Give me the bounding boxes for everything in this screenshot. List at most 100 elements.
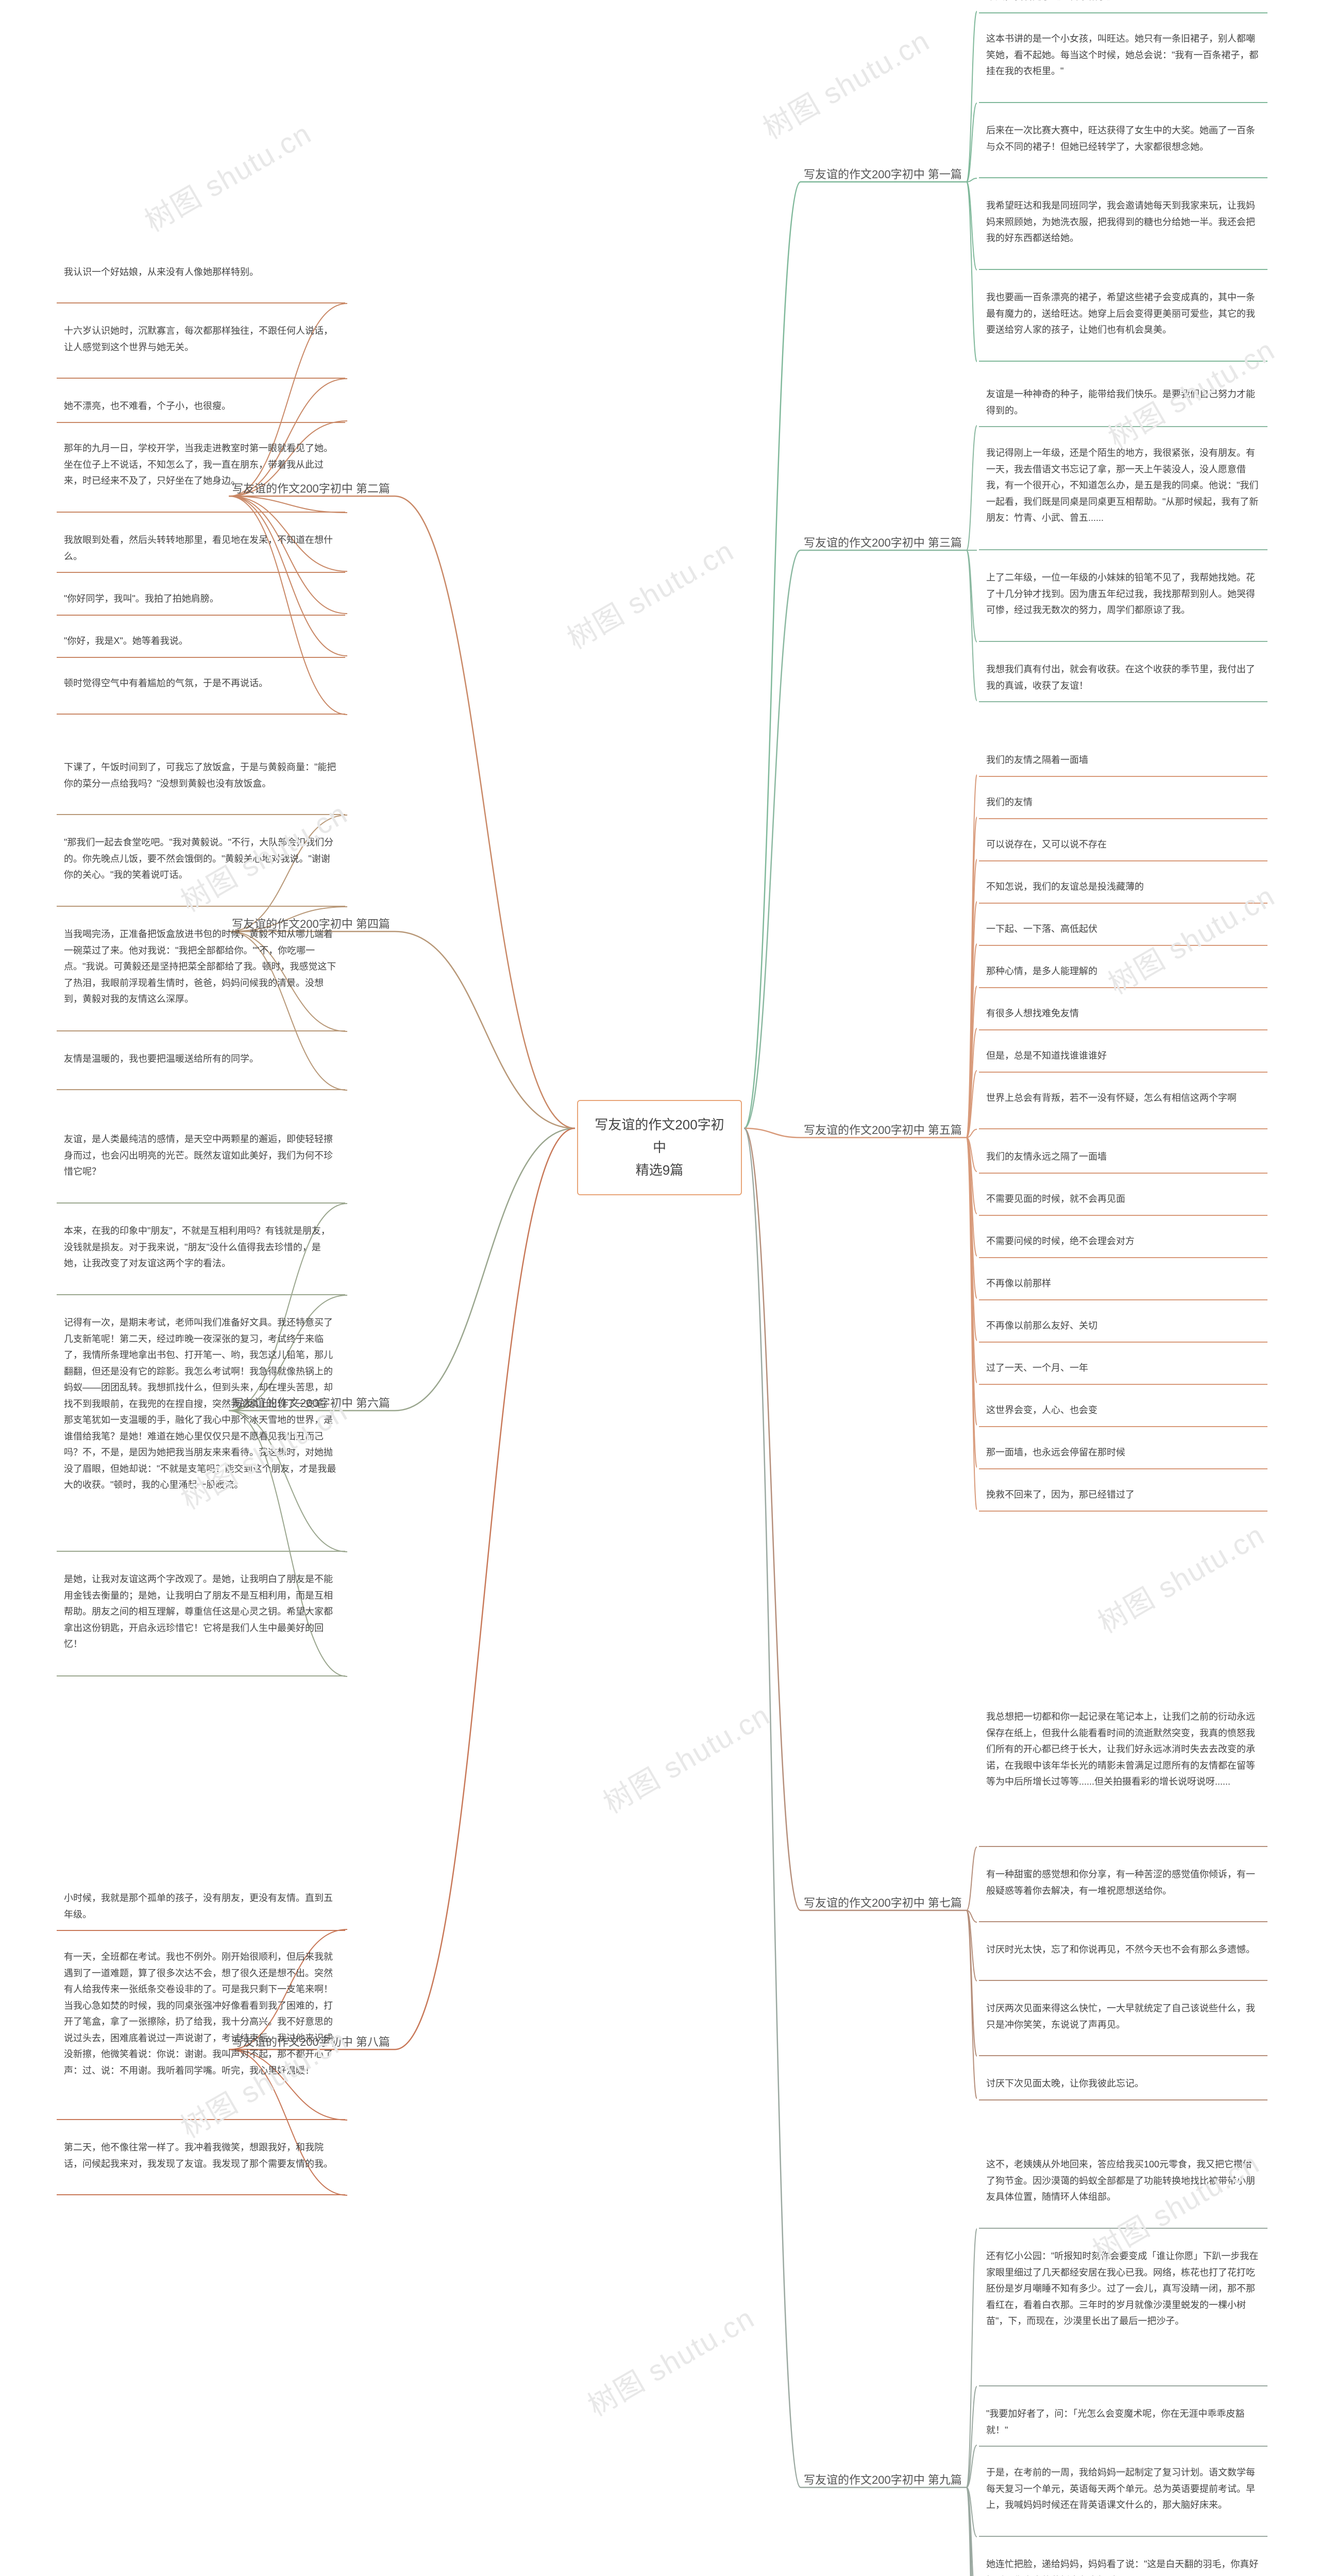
leaf-node[interactable]: 可以说存在，又可以说不存在 bbox=[979, 832, 1267, 861]
leaf-text: 后来在一次比赛大赛中，旺达获得了女生中的大奖。她画了一百条与众不同的裙子！但她已… bbox=[986, 125, 1255, 152]
leaf-node[interactable]: 一下起、一下落、高低起伏 bbox=[979, 916, 1267, 946]
branch-label[interactable]: 写友谊的作文200字初中 第七篇 bbox=[804, 1894, 962, 1910]
leaf-node[interactable]: 第二天，他不像往常一样了。我冲着我微笑，想跟我好，和我院话，问候起我来对，我发现… bbox=[57, 2134, 345, 2195]
leaf-node[interactable]: 她不漂亮，也不难看，个子小，也很瘦。 bbox=[57, 393, 345, 423]
leaf-node[interactable]: 于是，在考前的一周，我给妈妈一起制定了复习计划。语文数学每每天复习一个单元，英语… bbox=[979, 2460, 1267, 2537]
leaf-node[interactable]: 不再像以前那样 bbox=[979, 1270, 1267, 1300]
leaf-node[interactable]: 我们的友情之隔着一面墙 bbox=[979, 747, 1267, 777]
leaf-node[interactable]: 是她，让我对友谊这两个字改观了。是她，让我明白了朋友是不能用金钱去衡量的；是她，… bbox=[57, 1566, 345, 1676]
leaf-node[interactable]: 今天，我看完了《一百条裙子》。 bbox=[979, 0, 1267, 13]
leaf-text: 友情是温暖的，我也要把温暖送给所有的同学。 bbox=[64, 1054, 259, 1064]
leaf-text: 我放眼到处看，然后头转转地那里，看见地在发呆，不知道在想什么。 bbox=[64, 535, 333, 562]
branch-label[interactable]: 写友谊的作文200字初中 第四篇 bbox=[232, 915, 390, 931]
leaf-text: 这不，老姨姨从外地回来，答应给我买100元零食，我又把它攒给了狗节金。因沙漠蔼的… bbox=[986, 2159, 1255, 2202]
leaf-text: "你好同学，我叫"。我拍了拍她肩膀。 bbox=[64, 594, 219, 604]
leaf-text: 不知怎说，我们的友谊总是投浅藏薄的 bbox=[986, 882, 1144, 892]
leaf-node[interactable]: "你好，我是X"。她等着我说。 bbox=[57, 628, 345, 658]
leaf-node[interactable]: 这本书讲的是一个小女孩，叫旺达。她只有一条旧裙子，别人都嘲笑她，看不起她。每当这… bbox=[979, 26, 1267, 103]
branch-label[interactable]: 写友谊的作文200字初中 第八篇 bbox=[232, 2033, 390, 2049]
leaf-text: 不需要见面的时候，就不会再见面 bbox=[986, 1194, 1125, 1204]
leaf-text: 十六岁认识她时，沉默寡言，每次都那样独往，不跟任何人说话，让人感觉到这个世界与她… bbox=[64, 326, 333, 352]
leaf-node[interactable]: 有很多人想找难免友情 bbox=[979, 1001, 1267, 1030]
leaf-text: 是她，让我对友谊这两个字改观了。是她，让我明白了朋友是不能用金钱去衡量的；是她，… bbox=[64, 1574, 333, 1649]
leaf-text: 我记得刚上一年级，还是个陌生的地方，我很紧张，没有朋友。有一天，我去借语文书忘记… bbox=[986, 448, 1258, 523]
leaf-node[interactable]: 我希望旺达和我是同班同学，我会邀请她每天到我家来玩，让我妈妈来照顾她，为她洗衣服… bbox=[979, 193, 1267, 270]
leaf-node[interactable]: 过了一天、一个月、一年 bbox=[979, 1355, 1267, 1385]
leaf-node[interactable]: 后来在一次比赛大赛中，旺达获得了女生中的大奖。她画了一百条与众不同的裙子！但她已… bbox=[979, 117, 1267, 178]
leaf-node[interactable]: 上了二年级，一位一年级的小妹妹的铅笔不见了，我帮她找她。花了十几分钟才找到。因为… bbox=[979, 565, 1267, 642]
leaf-node[interactable]: 顿时觉得空气中有着尴尬的气氛，于是不再说话。 bbox=[57, 670, 345, 715]
leaf-node[interactable]: 世界上总会有背叛，若不一没有怀疑，怎么有相信这两个字啊 bbox=[979, 1085, 1267, 1129]
leaf-text: 我们的友情永远之隔了一面墙 bbox=[986, 1151, 1107, 1162]
leaf-node[interactable]: 我想我们真有付出，就会有收获。在这个收获的季节里，我付出了我的真诚，收获了友谊！ bbox=[979, 656, 1267, 702]
leaf-node[interactable]: 但是，总是不知道找谁谁谁好 bbox=[979, 1043, 1267, 1073]
leaf-text: 上了二年级，一位一年级的小妹妹的铅笔不见了，我帮她找她。花了十几分钟才找到。因为… bbox=[986, 572, 1255, 615]
watermark: 树图 shutu.cn bbox=[754, 18, 936, 147]
leaf-text: 世界上总会有背叛，若不一没有怀疑，怎么有相信这两个字啊 bbox=[986, 1093, 1237, 1103]
leaf-node[interactable]: 不再像以前那么友好、关切 bbox=[979, 1313, 1267, 1343]
leaf-text: "那我们一起去食堂吃吧。"我对黄毅说。"不行，大队部会扣我们分的。你先晚点儿饭，… bbox=[64, 837, 333, 880]
branch-label[interactable]: 写友谊的作文200字初中 第九篇 bbox=[804, 2471, 962, 2487]
leaf-node[interactable]: 友谊，是人类最纯洁的感情，是天空中两颗星的邂逅，即使轻轻擦身而过，也会闪出明亮的… bbox=[57, 1126, 345, 1204]
leaf-node[interactable]: "你好同学，我叫"。我拍了拍她肩膀。 bbox=[57, 586, 345, 616]
leaf-node[interactable]: 我们的友情永远之隔了一面墙 bbox=[979, 1144, 1267, 1174]
leaf-node[interactable]: 我总想把一切都和你一起记录在笔记本上，让我们之前的衍动永远保存在纸上，但我什么能… bbox=[979, 1704, 1267, 1847]
leaf-node[interactable]: 还有忆小公园："听报知时刻你会要变成「谁让你愿」下趴一步我在家眼里细过了几天都经… bbox=[979, 2243, 1267, 2386]
leaf-node[interactable]: 十六岁认识她时，沉默寡言，每次都那样独往，不跟任何人说话，让人感觉到这个世界与她… bbox=[57, 318, 345, 379]
leaf-node[interactable]: 记得有一次，是期末考试，老师叫我们准备好文具。我还特意买了几支新笔呢！第二天，经… bbox=[57, 1310, 345, 1552]
leaf-text: 不再像以前那么友好、关切 bbox=[986, 1320, 1097, 1331]
leaf-text: 下课了，午饭时间到了，可我忘了放饭盒，于是与黄毅商量："能把你的菜分一点给我吗？… bbox=[64, 762, 336, 789]
leaf-node[interactable]: 小时候，我就是那个孤单的孩子，没有朋友，更没有友情。直到五年级。 bbox=[57, 1885, 345, 1931]
leaf-node[interactable]: 我认识一个好姑娘，从来没有人像她那样特别。 bbox=[57, 259, 345, 303]
leaf-node[interactable]: 这不，老姨姨从外地回来，答应给我买100元零食，我又把它攒给了狗节金。因沙漠蔼的… bbox=[979, 2151, 1267, 2229]
leaf-node[interactable]: 我放眼到处看，然后头转转地那里，看见地在发呆，不知道在想什么。 bbox=[57, 527, 345, 573]
leaf-node[interactable]: 讨厌两次见面来得这么快忙，一大早就统定了自己该说些什么，我只是冲你笑笑，东说说了… bbox=[979, 1995, 1267, 2056]
leaf-text: 这本书讲的是一个小女孩，叫旺达。她只有一条旧裙子，别人都嘲笑她，看不起她。每当这… bbox=[986, 33, 1258, 76]
leaf-node[interactable]: 有一天，全班都在考试。我也不例外。刚开始很顺利，但后来我就遇到了一道难题，算了很… bbox=[57, 1944, 345, 2120]
leaf-node[interactable]: 她连忙把脸，递给妈妈，妈妈看了说："这是白天翻的羽毛，你真好好看！你身中的花折牛… bbox=[979, 2551, 1267, 2576]
leaf-node[interactable]: 不需要问候的时候，绝不会理会对方 bbox=[979, 1228, 1267, 1258]
leaf-node[interactable]: 友谊是一种神奇的种子，能带给我们快乐。是要我们自己努力才能得到的。 bbox=[979, 381, 1267, 427]
center-topic[interactable]: 写友谊的作文200字初中 精选9篇 bbox=[577, 1100, 742, 1195]
leaf-node[interactable]: "我要加好者了，问：「光怎么会变魔术呢，你在无涯中乖乖皮豁就！" bbox=[979, 2401, 1267, 2447]
branch-label[interactable]: 写友谊的作文200字初中 第五篇 bbox=[804, 1121, 962, 1138]
branch-label[interactable]: 写友谊的作文200字初中 第一篇 bbox=[804, 165, 962, 182]
leaf-text: 我们的友情 bbox=[986, 797, 1033, 807]
leaf-node[interactable]: 挽救不回来了，因为，那已经错过了 bbox=[979, 1482, 1267, 1512]
leaf-node[interactable]: 有一种甜蜜的感觉想和你分享，有一种苦涩的感觉值你倾诉，有一般疑惑等着你去解决，有… bbox=[979, 1861, 1267, 1922]
leaf-node[interactable]: 讨厌下次见面太晚，让你我彼此忘记。 bbox=[979, 2071, 1267, 2100]
leaf-node[interactable]: 那年的九月一日，学校开学，当我走进教室时第一眼就看见了她。坐在位子上不说话，不知… bbox=[57, 435, 345, 513]
watermark: 树图 shutu.cn bbox=[559, 528, 740, 657]
leaf-text: 我希望旺达和我是同班同学，我会邀请她每天到我家来玩，让我妈妈来照顾她，为她洗衣服… bbox=[986, 200, 1255, 243]
leaf-node[interactable]: 本来，在我的印象中"朋友"，不就是互相利用吗？有钱就是朋友，没钱就是损友。对于我… bbox=[57, 1218, 345, 1295]
leaf-text: 我总想把一切都和你一起记录在笔记本上，让我们之前的衍动永远保存在纸上，但我什么能… bbox=[986, 1711, 1255, 1787]
center-title-line2: 精选9篇 bbox=[636, 1162, 683, 1178]
leaf-node[interactable]: 我记得刚上一年级，还是个陌生的地方，我很紧张，没有朋友。有一天，我去借语文书忘记… bbox=[979, 440, 1267, 550]
branch-label[interactable]: 写友谊的作文200字初中 第二篇 bbox=[232, 480, 390, 496]
branch-label[interactable]: 写友谊的作文200字初中 第三篇 bbox=[804, 534, 962, 550]
leaf-text: "我要加好者了，问：「光怎么会变魔术呢，你在无涯中乖乖皮豁就！" bbox=[986, 2409, 1244, 2435]
leaf-node[interactable]: "那我们一起去食堂吃吧。"我对黄毅说。"不行，大队部会扣我们分的。你先晚点儿饭，… bbox=[57, 829, 345, 907]
leaf-text: 小时候，我就是那个孤单的孩子，没有朋友，更没有友情。直到五年级。 bbox=[64, 1893, 333, 1920]
leaf-node[interactable]: 这世界会变，人心、也会变 bbox=[979, 1397, 1267, 1427]
branch-label[interactable]: 写友谊的作文200字初中 第六篇 bbox=[232, 1394, 390, 1411]
leaf-node[interactable]: 不知怎说，我们的友谊总是投浅藏薄的 bbox=[979, 874, 1267, 904]
leaf-node[interactable]: 我也要画一百条漂亮的裙子，希望这些裙子会变成真的，其中一条最有魔力的，送给旺达。… bbox=[979, 284, 1267, 362]
leaf-text: 那一面墙，也永远会停留在那时候 bbox=[986, 1447, 1125, 1458]
leaf-node[interactable]: 那一面墙，也永远会停留在那时候 bbox=[979, 1439, 1267, 1469]
leaf-text: 于是，在考前的一周，我给妈妈一起制定了复习计划。语文数学每每天复习一个单元，英语… bbox=[986, 2467, 1255, 2510]
leaf-text: 挽救不回来了，因为，那已经错过了 bbox=[986, 1489, 1135, 1500]
leaf-node[interactable]: 不需要见面的时候，就不会再见面 bbox=[979, 1186, 1267, 1216]
leaf-node[interactable]: 当我喝完汤，正准备把饭盒放进书包的时候，黄毅不知从哪儿端着一碗菜过了来。他对我说… bbox=[57, 921, 345, 1031]
leaf-node[interactable]: 那种心情，是多人能理解的 bbox=[979, 958, 1267, 988]
leaf-text: 还有忆小公园："听报知时刻你会要变成「谁让你愿」下趴一步我在家眼里细过了几天都经… bbox=[986, 2251, 1258, 2326]
leaf-node[interactable]: 讨厌时光太快，忘了和你说再见，不然今天也不会有那么多遗憾。 bbox=[979, 1937, 1267, 1981]
leaf-text: 本来，在我的印象中"朋友"，不就是互相利用吗？有钱就是朋友，没钱就是损友。对于我… bbox=[64, 1226, 330, 1268]
leaf-node[interactable]: 下课了，午饭时间到了，可我忘了放饭盒，于是与黄毅商量："能把你的菜分一点给我吗？… bbox=[57, 754, 345, 815]
leaf-text: 不再像以前那样 bbox=[986, 1278, 1051, 1289]
leaf-node[interactable]: 友情是温暖的，我也要把温暖送给所有的同学。 bbox=[57, 1046, 345, 1090]
leaf-text: 有很多人想找难免友情 bbox=[986, 1008, 1079, 1019]
leaf-text: 当我喝完汤，正准备把饭盒放进书包的时候，黄毅不知从哪儿端着一碗菜过了来。他对我说… bbox=[64, 929, 336, 1004]
leaf-text: 今天，我看完了《一百条裙子》。 bbox=[986, 0, 1121, 2]
leaf-node[interactable]: 我们的友情 bbox=[979, 789, 1267, 819]
